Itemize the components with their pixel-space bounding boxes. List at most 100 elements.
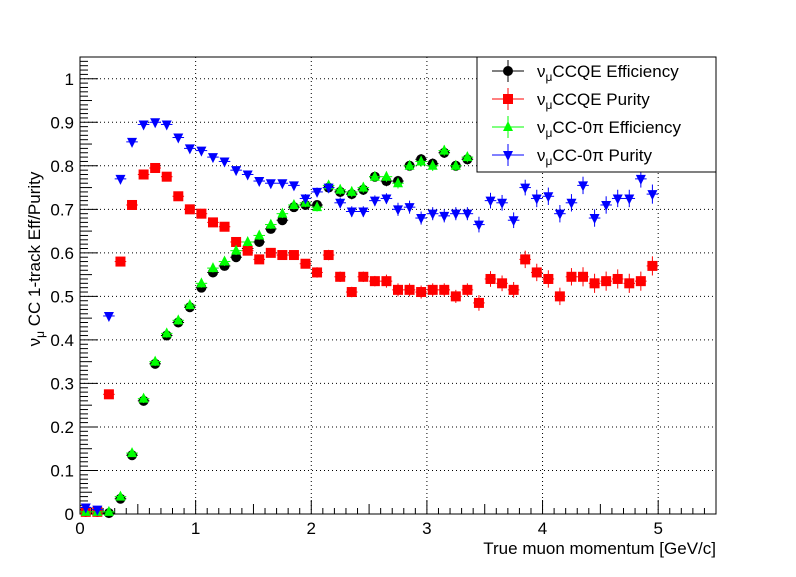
- data-point: [416, 287, 427, 298]
- x-axis-label: True muon momentum [GeV/c]: [483, 539, 716, 558]
- data-point: [231, 166, 242, 177]
- y-tick-label: 1: [65, 70, 74, 89]
- data-point: [207, 217, 218, 228]
- plot-frame: [79, 56, 717, 515]
- data-point: [473, 220, 484, 231]
- legend-label: CCQE Efficiency: [552, 62, 679, 81]
- data-point: [92, 505, 103, 516]
- legend-mu: μ: [546, 154, 553, 168]
- data-point: [231, 252, 242, 263]
- data-point: [346, 185, 357, 196]
- data-point: [635, 276, 646, 287]
- data-point: [647, 260, 658, 271]
- series-2: [80, 144, 474, 516]
- data-point: [242, 170, 253, 181]
- data-point: [393, 205, 403, 216]
- legend-mu: μ: [546, 126, 553, 140]
- data-point: [520, 254, 531, 265]
- data-point: [335, 183, 346, 194]
- data-point: [543, 273, 554, 284]
- series-1: [80, 162, 659, 517]
- data-point: [288, 250, 299, 261]
- data-point: [462, 284, 473, 295]
- data-point: [184, 204, 195, 215]
- data-point: [612, 273, 623, 284]
- data-point: [450, 159, 461, 170]
- data-point: [196, 146, 207, 157]
- data-point: [358, 207, 369, 218]
- x-tick-label: 3: [422, 519, 431, 538]
- data-point: [647, 190, 658, 201]
- data-point: [462, 151, 473, 162]
- data-point: [358, 271, 369, 282]
- data-point: [242, 235, 253, 246]
- data-point: [312, 201, 323, 212]
- data-point: [127, 137, 138, 148]
- legend-nu: ν: [537, 90, 546, 109]
- x-tick-label: 1: [191, 519, 200, 538]
- y-tick-label: 0.1: [50, 461, 74, 480]
- y-tick-labels: 0 0.1 0.2 0.3 0.4 0.5 0.6 0.7 0.8 0.9 1: [50, 70, 74, 524]
- data-point: [601, 200, 612, 211]
- legend-entry-cc0pi-purity: νμCC-0π Purity: [537, 146, 652, 168]
- data-point: [277, 179, 288, 190]
- data-point: [288, 181, 299, 192]
- data-point: [207, 262, 218, 273]
- data-point: [312, 187, 323, 198]
- legend-markers: [492, 60, 524, 166]
- data-point: [80, 503, 91, 514]
- y-tick-label: 0.7: [50, 200, 74, 219]
- data-point: [115, 490, 126, 501]
- data-point: [450, 209, 461, 220]
- data-point: [277, 207, 288, 218]
- data-series: [80, 118, 659, 519]
- data-point: [312, 267, 323, 278]
- data-point: [254, 236, 265, 247]
- legend-entry-ccqe-efficiency: νμCCQE Efficiency: [537, 62, 679, 84]
- data-point: [219, 157, 230, 168]
- y-tick-label: 0.4: [50, 331, 74, 350]
- data-point: [450, 291, 461, 302]
- data-point: [127, 447, 138, 458]
- x-tick-label: 5: [653, 519, 662, 538]
- data-point: [624, 278, 635, 289]
- legend-marker: [503, 66, 513, 76]
- data-point: [265, 218, 276, 229]
- data-point: [427, 209, 438, 220]
- data-point: [138, 392, 149, 403]
- data-point: [369, 196, 380, 207]
- data-point: [404, 284, 415, 295]
- data-point: [265, 247, 276, 258]
- series-3: [80, 118, 659, 516]
- legend-box: [476, 56, 717, 173]
- data-point: [115, 174, 126, 185]
- data-point: [323, 250, 334, 261]
- data-point: [196, 277, 207, 288]
- y-axis-label-text: CC 1-track Eff/Purity: [25, 171, 44, 331]
- legend-nu: ν: [537, 146, 546, 165]
- data-point: [173, 191, 184, 202]
- data-point: [381, 194, 392, 205]
- data-point: [543, 192, 554, 203]
- data-point: [531, 194, 542, 205]
- data-point: [612, 194, 623, 205]
- data-point: [439, 211, 450, 222]
- y-axis-label-nu: ν: [25, 338, 44, 347]
- data-point: [277, 215, 288, 226]
- data-point: [624, 194, 635, 205]
- data-point: [369, 276, 380, 287]
- data-point: [589, 214, 600, 225]
- y-tick-label: 0.9: [50, 113, 74, 132]
- y-tick-label: 0.5: [50, 287, 74, 306]
- data-point: [566, 271, 577, 282]
- data-point: [277, 250, 288, 261]
- legend-marker: [503, 94, 513, 104]
- data-point: [150, 162, 161, 173]
- axis-ticks: [79, 60, 717, 515]
- legend-nu: ν: [537, 118, 546, 137]
- data-point: [103, 505, 114, 516]
- x-tick-label: 2: [307, 519, 316, 538]
- data-point: [416, 155, 427, 166]
- data-point: [566, 198, 577, 209]
